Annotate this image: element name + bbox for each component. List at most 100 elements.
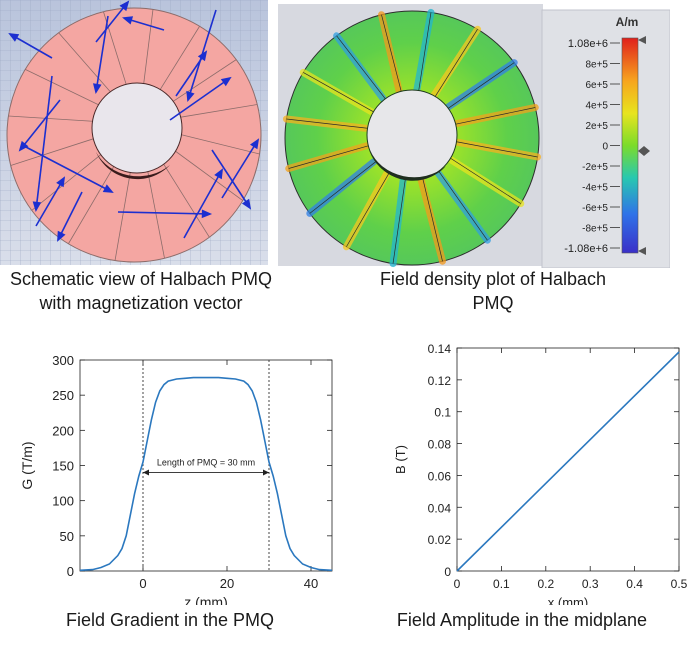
- arrow-head: [220, 76, 232, 87]
- x-tick-label: 0.5: [671, 577, 688, 591]
- x-tick-label: 0.3: [582, 577, 599, 591]
- gradient-caption: Field Gradient in the PMQ: [65, 610, 275, 630]
- y-tick-label: 50: [60, 529, 74, 544]
- field-density-plot: A/m 1.08e+6 8e+5 6e+5 4e+5 2e+5 0 -2e+5 -4e+5 -6…: [278, 4, 670, 268]
- density-segment-divider: [438, 171, 488, 241]
- ring-segment-divider: [8, 115, 93, 122]
- density-segment-divider: [303, 72, 374, 113]
- x-tick-label: 0.1: [493, 577, 510, 591]
- magnetization-vector: [169, 77, 231, 121]
- colorbar-tick-label: 1.08e+6: [568, 38, 608, 50]
- arrow-head: [32, 201, 42, 213]
- schematic-view: [0, 0, 268, 265]
- x-tick-label: 0.4: [626, 577, 643, 591]
- magnetization-vector: [95, 15, 109, 93]
- y-tick-label: 0.06: [428, 469, 452, 483]
- arrow-head: [93, 83, 102, 95]
- density-segment-divider: [392, 179, 406, 264]
- y-tick-label: 200: [52, 423, 74, 438]
- x-tick-label: 0: [139, 576, 146, 591]
- schematic-caption: Schematic view of Halbach PMQ with magne…: [9, 269, 273, 313]
- density-segment-divider: [286, 118, 368, 129]
- amplitude-caption: Field Amplitude in the midplane: [396, 610, 648, 630]
- y-tick-label: 100: [52, 494, 74, 509]
- colorbar-tick-label: 8e+5: [585, 60, 608, 71]
- y-tick-label: 0.14: [428, 342, 452, 356]
- y-tick-label: 0: [444, 565, 451, 579]
- ring-segment-divider: [68, 166, 115, 244]
- y-tick-label: 0.1: [434, 406, 451, 420]
- pmq-length-annotation: Length of PMQ = 30 mm: [157, 458, 255, 468]
- ring-segment-divider: [143, 9, 154, 84]
- ring-segment-divider: [163, 164, 210, 238]
- colorbar-tick-label: 6e+5: [585, 80, 608, 91]
- magnetization-vector: [23, 145, 113, 193]
- density-segment-divider: [346, 173, 390, 247]
- x-tick-label: 40: [304, 576, 318, 591]
- ring-bore: [91, 82, 183, 174]
- arrow-head: [214, 168, 224, 180]
- colorbar: A/m 1.08e+6 8e+5 6e+5 4e+5 2e+5 0 -2e+5 -4e+5 -6…: [541, 9, 670, 268]
- field-gradient-chart: 0 50 100 150 200 250 300 0 20 40 z (mm) G (T/m) Leng…: [19, 353, 333, 605]
- data-series-line: [456, 351, 680, 572]
- colorbar-tick-label: -1.08e+6: [564, 243, 608, 255]
- y-axis-label: B (T): [393, 445, 408, 474]
- colorbar-scale: [621, 37, 639, 254]
- plot-area: [79, 359, 333, 572]
- x-tick-label: 20: [220, 576, 234, 591]
- colorbar-unit: A/m: [616, 15, 639, 29]
- magnetization-vector: [57, 191, 83, 241]
- ring-segment-divider: [172, 59, 237, 102]
- ring-segment-divider: [58, 32, 111, 93]
- arrow-head: [263, 469, 269, 476]
- colorbar-zero-marker: [638, 146, 650, 156]
- density-segment-divider: [455, 107, 536, 125]
- colorbar-tick-label: -6e+5: [582, 203, 608, 214]
- y-tick-label: 0: [67, 564, 74, 579]
- y-tick-label: 150: [52, 459, 74, 474]
- colorbar-tick-label: 0: [602, 142, 608, 153]
- magnetization-vector: [19, 99, 61, 151]
- density-segment-divider: [336, 35, 386, 99]
- magnetization-vector: [35, 75, 53, 211]
- arrow-head: [250, 138, 260, 150]
- ring-segment-divider: [181, 134, 260, 155]
- density-segment-divider: [288, 145, 369, 169]
- arrow-head: [241, 198, 252, 210]
- ring-segment-divider: [159, 26, 200, 90]
- ring-segment-divider: [180, 104, 258, 118]
- density-segment-divider: [434, 29, 478, 97]
- density-segment-divider: [450, 157, 521, 204]
- arrow-head: [186, 90, 195, 102]
- y-tick-label: 300: [52, 353, 74, 368]
- colorbar-max-marker: [638, 36, 646, 44]
- magnetization-vector: [221, 139, 259, 199]
- y-tick-label: 0.12: [428, 374, 452, 388]
- arrow-head: [119, 0, 130, 12]
- y-tick-label: 0.04: [428, 501, 452, 515]
- field-amplitude-chart: 0 0.02 0.04 0.06 0.08 0.1 0.12 0.14 0 0.1 0.2 0.3 0.…: [393, 342, 688, 605]
- magnetization-vector: [211, 149, 251, 209]
- colorbar-tick-label: -8e+5: [582, 224, 608, 235]
- arrow-head: [57, 230, 66, 242]
- magnetization-vector: [187, 9, 217, 101]
- ring-segment-divider: [25, 69, 99, 106]
- arrow-head: [18, 140, 29, 152]
- x-tick-label: 0: [454, 577, 461, 591]
- density-segment-divider: [448, 62, 515, 109]
- density-segment-divider: [309, 161, 376, 214]
- magnetization-vector: [95, 1, 129, 43]
- bore-shadow: [96, 152, 170, 180]
- arrow-head: [56, 176, 66, 188]
- ring-segment-divider: [147, 171, 165, 259]
- magnetization-vector: [117, 211, 211, 215]
- arrow-head: [8, 32, 20, 42]
- density-segment-divider: [418, 12, 432, 91]
- magnetization-vector: [35, 177, 65, 227]
- ring-segment-divider: [114, 172, 131, 261]
- x-tick-label: 0.2: [537, 577, 554, 591]
- y-tick-label: 0.02: [428, 533, 452, 547]
- density-caption: Field density plot of Halbach PMQ: [379, 269, 607, 313]
- density-segment-divider: [456, 141, 538, 158]
- y-tick-label: 250: [52, 388, 74, 403]
